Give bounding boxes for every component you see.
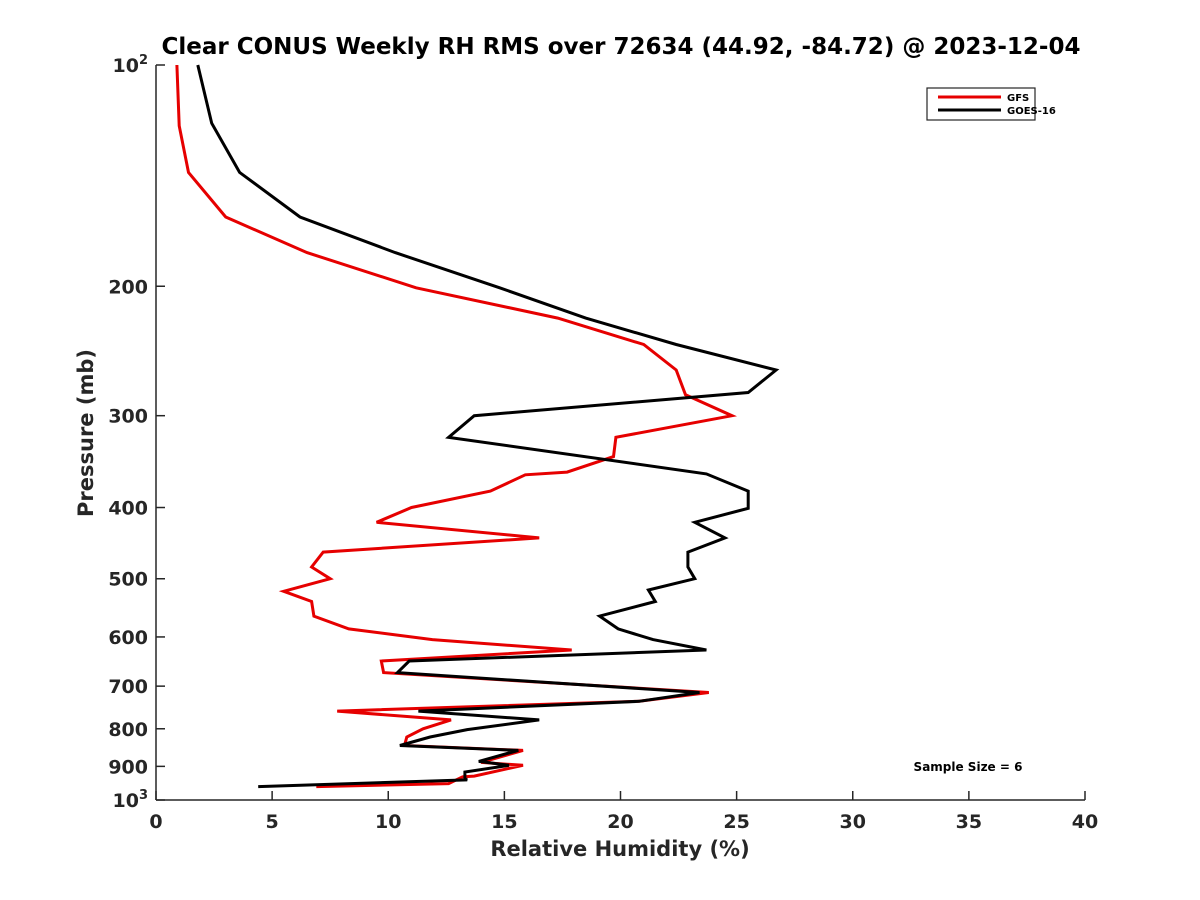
series-layer	[175, 64, 780, 789]
y-tick-label: 500	[108, 569, 148, 591]
chart-title: Clear CONUS Weekly RH RMS over 72634 (44…	[162, 34, 1081, 60]
y-axis-label: Pressure (mb)	[74, 349, 98, 517]
y-tick-label: 400	[108, 498, 148, 520]
x-tick-label: 0	[149, 811, 162, 833]
y-tick-label: 700	[108, 676, 148, 698]
x-tick-label: 5	[266, 811, 279, 833]
x-tick-label: 30	[840, 811, 866, 833]
legend-label-goes16: GOES-16	[1007, 106, 1056, 117]
y-tick-label: 300	[108, 406, 148, 428]
y-tick-label: 200	[108, 276, 148, 298]
y-ticks: 102 200 300 400 500 600 700 800 900 103	[108, 53, 165, 812]
x-tick-label: 25	[723, 811, 749, 833]
y-tick-label: 800	[108, 719, 148, 741]
legend-box	[926, 87, 1036, 121]
sample-size-annotation: Sample Size = 6	[914, 760, 1023, 774]
x-tick-label: 40	[1072, 811, 1098, 833]
y-tick-label: 600	[108, 627, 148, 649]
x-tick-label: 35	[956, 811, 982, 833]
series-line-goes16	[196, 64, 780, 789]
y-tick-label: 102	[113, 53, 149, 77]
x-tick-label: 15	[491, 811, 517, 833]
x-tick-label: 10	[375, 811, 401, 833]
x-tick-label: 20	[607, 811, 633, 833]
legend-label-gfs: GFS	[1007, 93, 1029, 104]
legend: GFS GOES-16	[926, 87, 1056, 121]
x-ticks: 0 5 10 15 20 25 30 35 40	[149, 791, 1098, 833]
y-tick-label: 900	[108, 756, 148, 778]
y-tick-label: 103	[113, 788, 149, 812]
x-axis-label: Relative Humidity (%)	[490, 837, 749, 861]
